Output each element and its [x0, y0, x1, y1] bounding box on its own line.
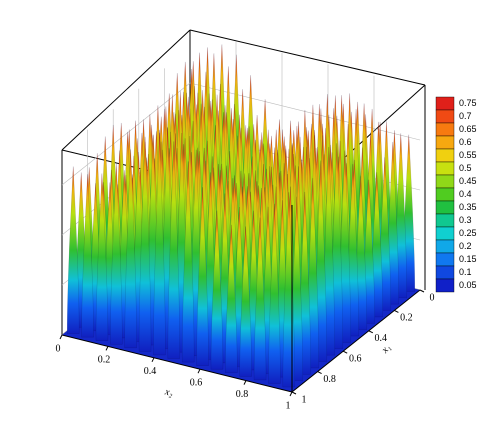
spike — [138, 136, 152, 352]
spike — [181, 161, 195, 363]
front-edges — [61, 205, 421, 393]
surface — [62, 44, 420, 392]
x-tick-label: 0.8 — [236, 389, 249, 400]
x-tick — [197, 368, 201, 374]
y-tick-label: 0.6 — [349, 353, 362, 364]
x-tick-label: 0 — [56, 343, 61, 354]
spike — [225, 224, 238, 373]
colorbar-label: 0.15 — [459, 254, 477, 264]
colorbar-swatch — [435, 278, 455, 293]
colorbar-swatch — [435, 135, 455, 150]
colorbar-label: 0.4 — [459, 189, 472, 199]
spike — [66, 166, 80, 334]
colorbar-swatch — [435, 226, 455, 241]
y-tick-label: 1 — [302, 394, 307, 405]
colorbar: 0.75 0.7 0.65 0.6 0.55 0.5 0.45 0.4 0.35 0.3 0.25 0… — [435, 96, 477, 293]
spike — [110, 163, 123, 345]
y-tick-label: 0.2 — [400, 313, 413, 324]
y-tick — [342, 350, 348, 354]
colorbar-label: 0.75 — [459, 98, 477, 108]
y-tick — [368, 330, 374, 334]
colorbar-swatch — [435, 200, 455, 215]
colorbar-swatch — [435, 187, 455, 202]
y-tick — [394, 309, 399, 313]
y-tick — [419, 289, 425, 293]
y-tick — [317, 371, 322, 375]
x-tick — [59, 334, 63, 340]
colorbar-label: 0.5 — [459, 163, 472, 173]
colorbar-swatch — [435, 122, 455, 137]
colorbar-swatch — [435, 109, 455, 124]
colorbar-swatch — [435, 252, 455, 267]
colorbar-swatch — [435, 239, 455, 254]
spike — [153, 132, 166, 356]
spike — [253, 217, 267, 381]
spike — [95, 173, 109, 341]
spike — [239, 226, 252, 377]
x-tick-label: 1 — [286, 400, 291, 411]
colorbar-label: 0.2 — [459, 241, 472, 251]
y-tick-label: 0 — [430, 292, 435, 303]
x-tick-label: 0.6 — [190, 377, 203, 388]
x-tick — [105, 346, 109, 351]
x-tick — [151, 357, 155, 363]
spike — [210, 210, 224, 370]
colorbar-label: 0.25 — [459, 228, 477, 238]
colorbar-swatch — [435, 161, 455, 176]
colorbar-label: 0.65 — [459, 124, 477, 134]
spike — [268, 203, 281, 384]
y-axis-title: x₁ — [379, 342, 393, 356]
axes: 0 0.2 0.4 0.6 0.8 1 0 0.2 0.4 0.6 0.8 1 — [56, 289, 435, 411]
x-tick — [289, 391, 293, 397]
spike — [167, 141, 181, 359]
colorbar-label: 0.1 — [459, 267, 472, 277]
y-tick-label: 0.8 — [323, 374, 336, 385]
colorbar-label: 0.45 — [459, 176, 477, 186]
colorbar-swatch — [435, 265, 455, 280]
colorbar-label: 0.55 — [459, 150, 477, 160]
colorbar-swatch — [435, 96, 455, 111]
colorbar-swatch — [435, 174, 455, 189]
colorbar-label: 0.05 — [459, 280, 477, 290]
x-tick-label: 0.4 — [144, 366, 157, 377]
colorbar-label: 0.6 — [459, 137, 472, 147]
y-tick — [291, 391, 297, 395]
x-axis-title: x₂ — [163, 386, 175, 399]
spike — [196, 187, 209, 366]
wall-line — [61, 82, 191, 186]
x-tick — [243, 380, 247, 385]
colorbar-label: 0.3 — [459, 215, 472, 225]
x-tick-label: 0.2 — [98, 355, 111, 366]
colorbar-label: 0.7 — [459, 111, 472, 121]
spike — [81, 174, 94, 338]
y-tick-label: 0.4 — [375, 333, 388, 344]
spike — [124, 149, 137, 349]
colorbar-label: 0.35 — [459, 202, 477, 212]
colorbar-swatch — [435, 148, 455, 163]
colorbar-swatch — [435, 213, 455, 228]
